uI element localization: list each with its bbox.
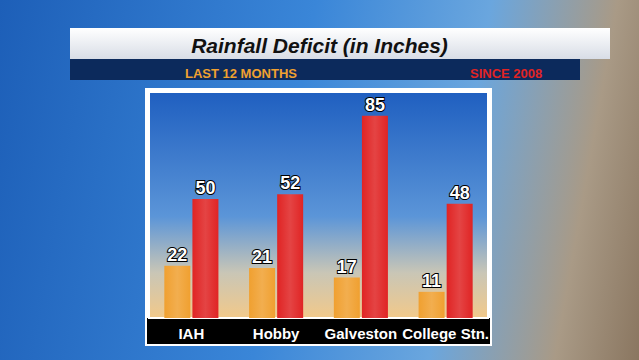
svg-text:48: 48 (450, 183, 470, 203)
svg-text:IAH: IAH (178, 325, 204, 342)
svg-text:LAST 12 MONTHS: LAST 12 MONTHS (185, 66, 297, 81)
svg-text:Hobby: Hobby (253, 325, 300, 342)
svg-text:SINCE 2008: SINCE 2008 (470, 66, 542, 81)
svg-text:College Stn.: College Stn. (402, 325, 489, 342)
svg-text:52: 52 (280, 173, 300, 193)
svg-text:22: 22 (167, 245, 187, 265)
svg-text:Galveston: Galveston (325, 325, 398, 342)
svg-text:21: 21 (252, 247, 272, 267)
svg-text:11: 11 (422, 271, 441, 291)
svg-text:Rainfall Deficit (in Inches): Rainfall Deficit (in Inches) (191, 34, 448, 57)
svg-text:85: 85 (365, 95, 385, 115)
svg-text:17: 17 (337, 257, 357, 277)
svg-text:50: 50 (195, 178, 215, 198)
